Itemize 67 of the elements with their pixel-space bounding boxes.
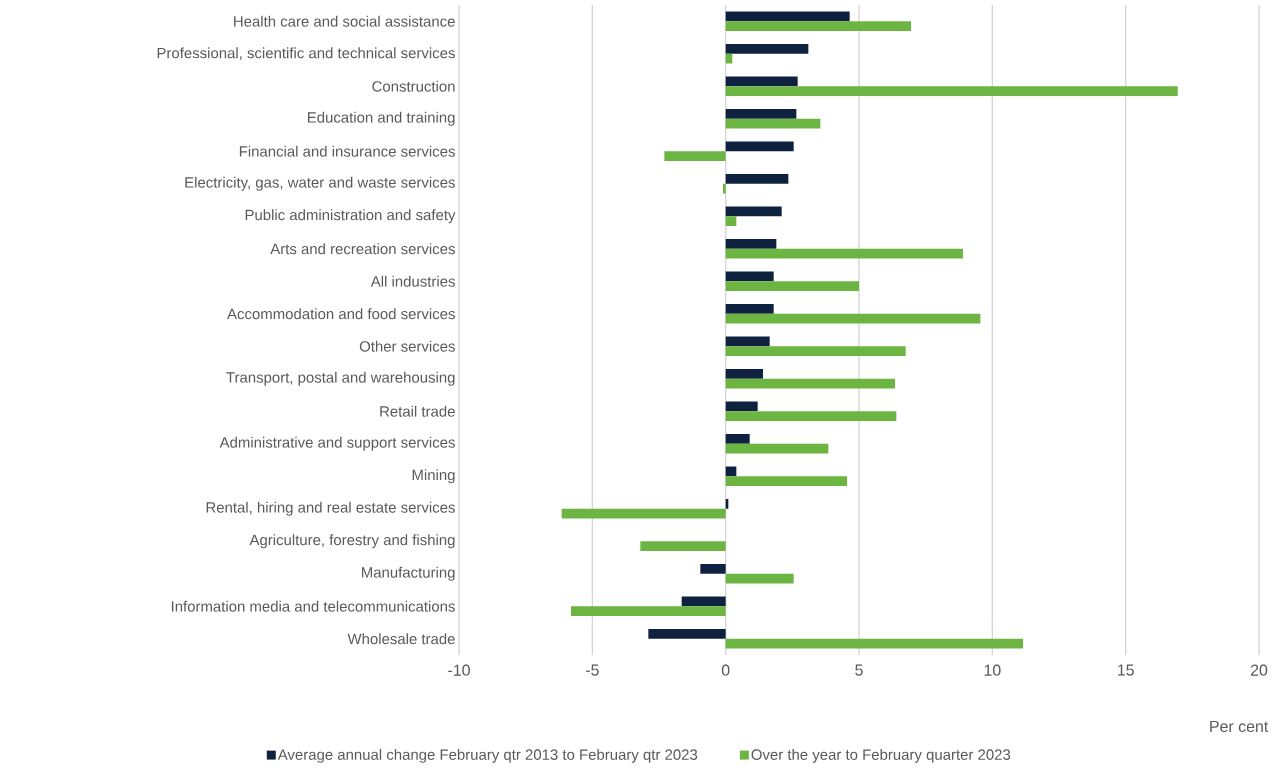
bar	[725, 21, 912, 31]
y-tick-label: Health care and social assistance	[234, 15, 455, 27]
bar	[725, 336, 770, 347]
bar	[725, 411, 897, 421]
bar	[725, 141, 794, 152]
bar	[664, 151, 726, 161]
bar	[725, 216, 737, 226]
bar	[640, 541, 726, 551]
x-tick-label: -10	[448, 664, 470, 676]
bar	[725, 76, 798, 87]
bar	[725, 346, 906, 356]
bar	[725, 638, 1024, 649]
legend-label: Average annual change February qtr 2013 to February qtr 2023	[277, 748, 698, 763]
bar	[725, 313, 981, 324]
y-tick-label: Education and training	[307, 111, 455, 126]
legend-label: Over the year to February quarter 2023	[751, 748, 1011, 763]
y-tick-label: Retail trade	[380, 405, 455, 417]
x-tick-label: -5	[585, 664, 599, 676]
y-tick-label: Rental, hiring and real estate services	[206, 501, 455, 516]
x-tick-label: 15	[1118, 664, 1134, 676]
bar	[700, 564, 726, 574]
bar	[681, 596, 726, 607]
bar	[725, 173, 789, 184]
y-tick-label: Arts and recreation services	[270, 243, 455, 255]
bar	[725, 368, 764, 379]
bar	[561, 508, 726, 519]
y-tick-label: Administrative and support services	[219, 436, 455, 451]
bar	[725, 118, 821, 129]
x-axis-title: Per cent	[1210, 720, 1269, 733]
bar	[648, 629, 726, 639]
bar	[725, 11, 850, 22]
y-tick-label: Construction	[372, 80, 455, 92]
bar	[725, 466, 737, 477]
y-tick-label: Information media and telecommunications	[171, 600, 455, 612]
y-tick-label: Wholesale trade	[347, 633, 455, 645]
bar	[725, 476, 848, 486]
y-tick-label: Transport, postal and warehousing	[226, 371, 455, 386]
bar	[725, 433, 750, 444]
bar	[725, 248, 964, 259]
y-tick-label: Electricity, gas, water and waste services	[185, 176, 455, 191]
bar	[571, 606, 726, 616]
bar	[725, 43, 809, 54]
x-tick-label: 5	[855, 664, 863, 676]
bar	[725, 238, 777, 249]
y-tick-label: Financial and insurance services	[239, 145, 455, 157]
bar	[723, 183, 726, 194]
y-tick-label: Agriculture, forestry and fishing	[249, 534, 455, 549]
y-tick-label: Mining	[412, 469, 455, 484]
bar	[725, 443, 829, 454]
bar	[725, 108, 797, 119]
bar	[725, 271, 774, 282]
x-tick-label: 10	[984, 664, 1001, 676]
bar	[725, 206, 782, 217]
x-tick-label: 0	[721, 664, 730, 676]
x-tick-label: 20	[1250, 664, 1268, 676]
y-tick-label: Accommodation and food services	[227, 308, 455, 320]
bar	[725, 573, 794, 584]
y-tick-label: Professional, scientific and technical services	[157, 47, 455, 61]
bar	[725, 86, 1178, 96]
y-tick-label: Manufacturing	[362, 566, 455, 581]
bar	[725, 378, 896, 389]
y-tick-label: All industries	[370, 275, 455, 287]
bar	[725, 281, 860, 291]
y-tick-label: Public administration and safety	[245, 209, 456, 224]
bar	[725, 303, 774, 314]
y-tick-label: Other services	[359, 340, 455, 352]
bar	[725, 401, 758, 412]
